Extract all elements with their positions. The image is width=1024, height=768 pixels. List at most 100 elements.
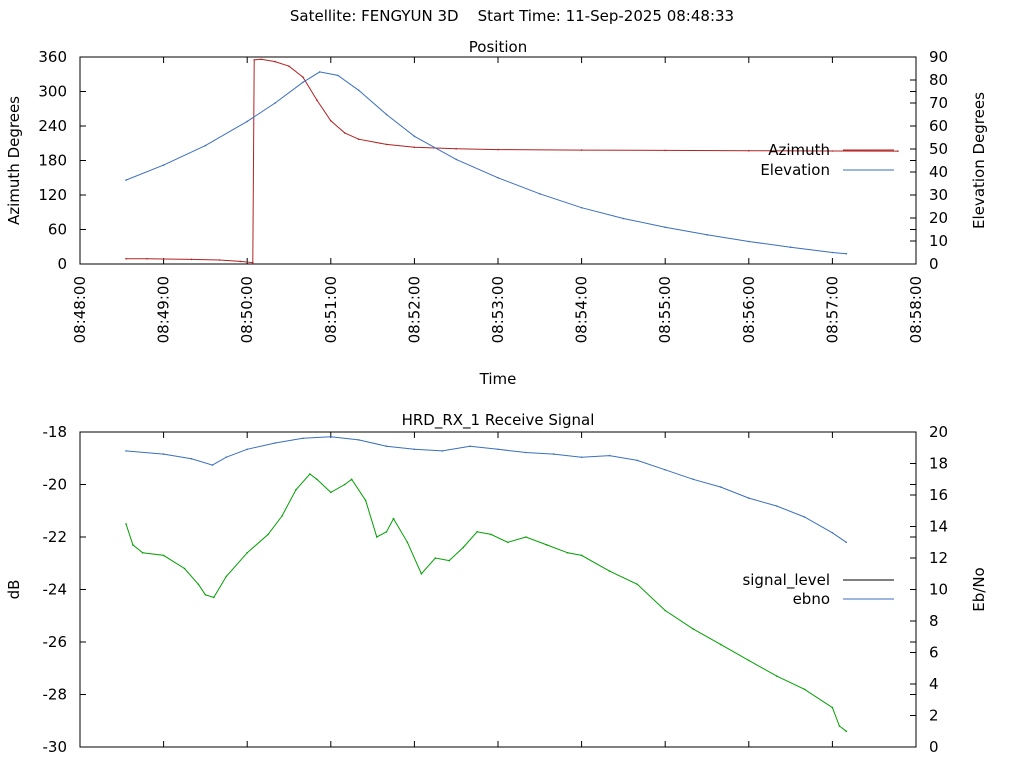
chart1-y2tick-label: 70 <box>929 94 948 112</box>
chart2-point <box>636 583 639 586</box>
chart2-point <box>302 437 304 440</box>
chart2-point <box>664 609 666 612</box>
chart2-point <box>497 448 499 451</box>
chart1-xtick-label: 08:48:00 <box>71 276 89 343</box>
chart1-point <box>664 149 666 152</box>
chart1-point <box>260 58 262 61</box>
chart1-point <box>385 143 388 146</box>
chart2-point <box>775 675 778 677</box>
chart2-point <box>692 628 694 630</box>
chart2-point <box>720 486 722 488</box>
chart2-legend-label: signal_level <box>742 571 830 590</box>
chart1-y2tick-label: 10 <box>929 232 948 250</box>
chart2-point <box>803 688 806 691</box>
start-time-label: Start Time: 11-Sep-2025 08:48:33 <box>477 7 735 25</box>
chart1-xtick-label: 08:53:00 <box>489 276 507 343</box>
chart2-point <box>775 505 778 507</box>
chart2-point <box>162 453 165 455</box>
chart2-point <box>211 464 214 466</box>
chart2-frame <box>79 431 917 748</box>
chart2-point <box>376 536 378 538</box>
chart1-y2tick-label: 30 <box>929 186 948 204</box>
chart2-point <box>309 473 311 475</box>
chart1-point <box>664 226 666 228</box>
chart2-y2tick-label: 16 <box>929 486 948 504</box>
chart1-point <box>125 257 127 260</box>
chart2-point <box>225 456 228 459</box>
chart2-point <box>490 533 492 536</box>
chart1-point <box>357 89 360 92</box>
chart1-legend-label: Azimuth <box>768 141 830 159</box>
chart1-y2tick-label: 0 <box>929 255 939 273</box>
chart2-point <box>845 730 848 733</box>
chart2-point <box>803 516 806 518</box>
chart1-xtick-label: 08:58:00 <box>907 276 925 343</box>
chart2-point <box>213 596 215 599</box>
chart2-y2tick-label: 4 <box>929 675 939 693</box>
chart1-point <box>190 258 193 261</box>
chart2-series-ebno <box>125 436 847 543</box>
chart2-point <box>392 517 395 520</box>
chart2-point <box>692 478 694 481</box>
chart1-point <box>204 144 207 147</box>
chart1-point <box>253 59 255 61</box>
chart2-point <box>190 458 193 460</box>
chart1-series-elevation <box>125 71 847 255</box>
chart1-point <box>218 259 221 261</box>
chart2-point <box>197 583 200 586</box>
chart2-point <box>343 483 346 486</box>
chart2-point <box>636 459 639 462</box>
chart2-point <box>580 554 583 557</box>
chart2-point <box>552 453 555 455</box>
chart2-point <box>434 557 437 559</box>
chart1-point <box>330 120 332 122</box>
chart1-point <box>897 150 899 152</box>
chart2-title: HRD_RX_1 Receive Signal <box>402 411 595 430</box>
chart2-point <box>141 552 144 554</box>
chart1-ytick-label: 60 <box>48 221 67 239</box>
chart2-point <box>525 451 527 454</box>
chart2-point <box>364 499 367 502</box>
chart2-point <box>267 533 269 536</box>
chart1-point <box>622 217 625 220</box>
chart1-point <box>274 102 276 104</box>
chart2-point <box>838 725 841 727</box>
chart1-xtick-label: 08:57:00 <box>823 276 841 343</box>
chart2-point <box>469 445 471 448</box>
chart1-point <box>302 76 304 78</box>
chart1-point <box>274 60 276 63</box>
chart2-point <box>385 531 388 533</box>
chart1-point <box>288 65 290 67</box>
chart2-ytick-label: -30 <box>43 738 68 756</box>
chart2-ytick-label: -26 <box>43 633 68 651</box>
chart1-xtick-label: 08:52:00 <box>405 276 423 343</box>
chart1-point <box>125 179 127 181</box>
chart2-point <box>748 659 750 662</box>
chart1-xtick-label: 08:56:00 <box>740 276 758 343</box>
chart2-ylabel: dB <box>5 580 23 600</box>
chart2-point <box>441 450 444 452</box>
chart1-point <box>845 252 848 255</box>
chart1-point <box>146 258 148 260</box>
chart2-point <box>385 445 388 448</box>
chart2-point <box>845 541 848 544</box>
chart2-y2tick-label: 2 <box>929 707 939 725</box>
chart2-point <box>420 573 423 575</box>
chart1-point <box>497 177 499 179</box>
chart2-legend-label: ebno <box>793 590 830 608</box>
chart2-point <box>295 488 297 491</box>
chart1-xtick-label: 08:55:00 <box>656 276 674 343</box>
chart2-point <box>546 544 548 546</box>
chart1-point <box>706 234 708 236</box>
chart1-point <box>343 132 346 134</box>
chart2-point <box>330 435 332 438</box>
chart1-ytick-label: 300 <box>38 83 67 101</box>
chart1-point <box>302 81 304 84</box>
chart1-point <box>337 74 339 77</box>
chart2-point <box>132 544 134 546</box>
chart2-ytick-label: -22 <box>43 528 68 546</box>
chart1-point <box>357 138 360 140</box>
chart1-point <box>580 149 583 151</box>
chart1-point <box>316 99 318 101</box>
